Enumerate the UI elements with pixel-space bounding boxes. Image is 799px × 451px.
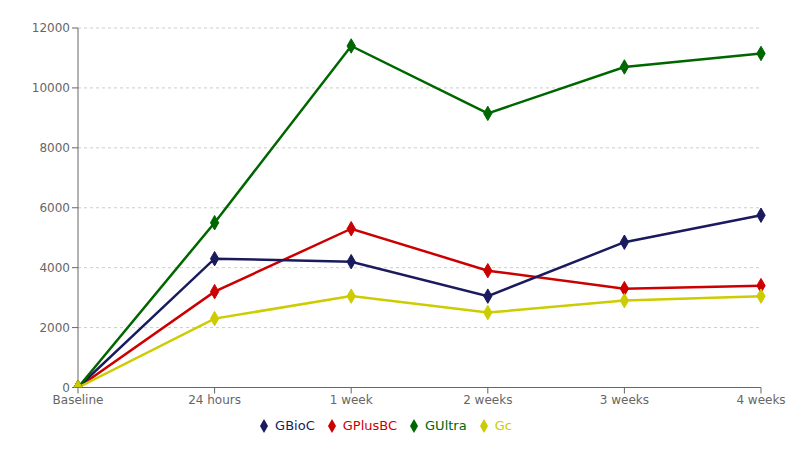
- svg-text:2 weeks: 2 weeks: [463, 393, 512, 407]
- svg-text:3 weeks: 3 weeks: [600, 393, 649, 407]
- svg-text:6000: 6000: [39, 201, 70, 215]
- svg-text:12000: 12000: [32, 21, 70, 35]
- svg-text:1 week: 1 week: [330, 393, 373, 407]
- svg-text:10000: 10000: [32, 81, 70, 95]
- svg-text:8000: 8000: [39, 141, 70, 155]
- html-text:GUltra: GUltra: [425, 417, 467, 433]
- svg-text:4 weeks: 4 weeks: [736, 393, 785, 407]
- svg-text:4000: 4000: [39, 261, 70, 275]
- html-text:GBioC: GBioC: [275, 417, 315, 433]
- svg-text:24 hours: 24 hours: [188, 393, 241, 407]
- svg-text:2000: 2000: [39, 321, 70, 335]
- html-text:Gc: Gc: [494, 417, 512, 433]
- svg-text:0: 0: [62, 381, 70, 395]
- svg-text:Baseline: Baseline: [53, 393, 104, 407]
- html-text:GPlusBC: GPlusBC: [342, 417, 397, 433]
